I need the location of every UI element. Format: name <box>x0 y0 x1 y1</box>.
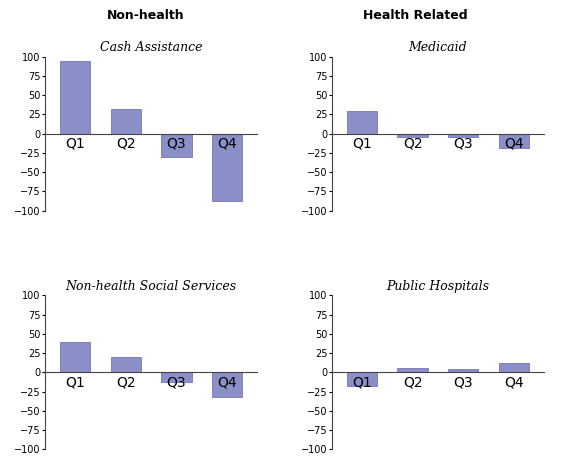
Bar <box>60 342 90 372</box>
Title: Medicaid: Medicaid <box>408 41 467 54</box>
Bar <box>212 134 242 201</box>
Bar <box>212 372 242 397</box>
Bar <box>347 111 377 134</box>
Bar <box>398 134 428 137</box>
Bar <box>111 109 141 134</box>
Bar <box>499 134 529 148</box>
Bar <box>161 134 191 157</box>
Text: Non-health: Non-health <box>107 9 185 22</box>
Title: Non-health Social Services: Non-health Social Services <box>66 280 237 293</box>
Bar <box>398 368 428 372</box>
Bar <box>347 372 377 386</box>
Bar <box>161 372 191 382</box>
Title: Cash Assistance: Cash Assistance <box>100 41 203 54</box>
Bar <box>499 363 529 372</box>
Bar <box>111 357 141 372</box>
Bar <box>60 61 90 134</box>
Bar <box>448 368 479 372</box>
Title: Public Hospitals: Public Hospitals <box>387 280 489 293</box>
Bar <box>448 134 479 137</box>
Text: Health Related: Health Related <box>363 9 467 22</box>
